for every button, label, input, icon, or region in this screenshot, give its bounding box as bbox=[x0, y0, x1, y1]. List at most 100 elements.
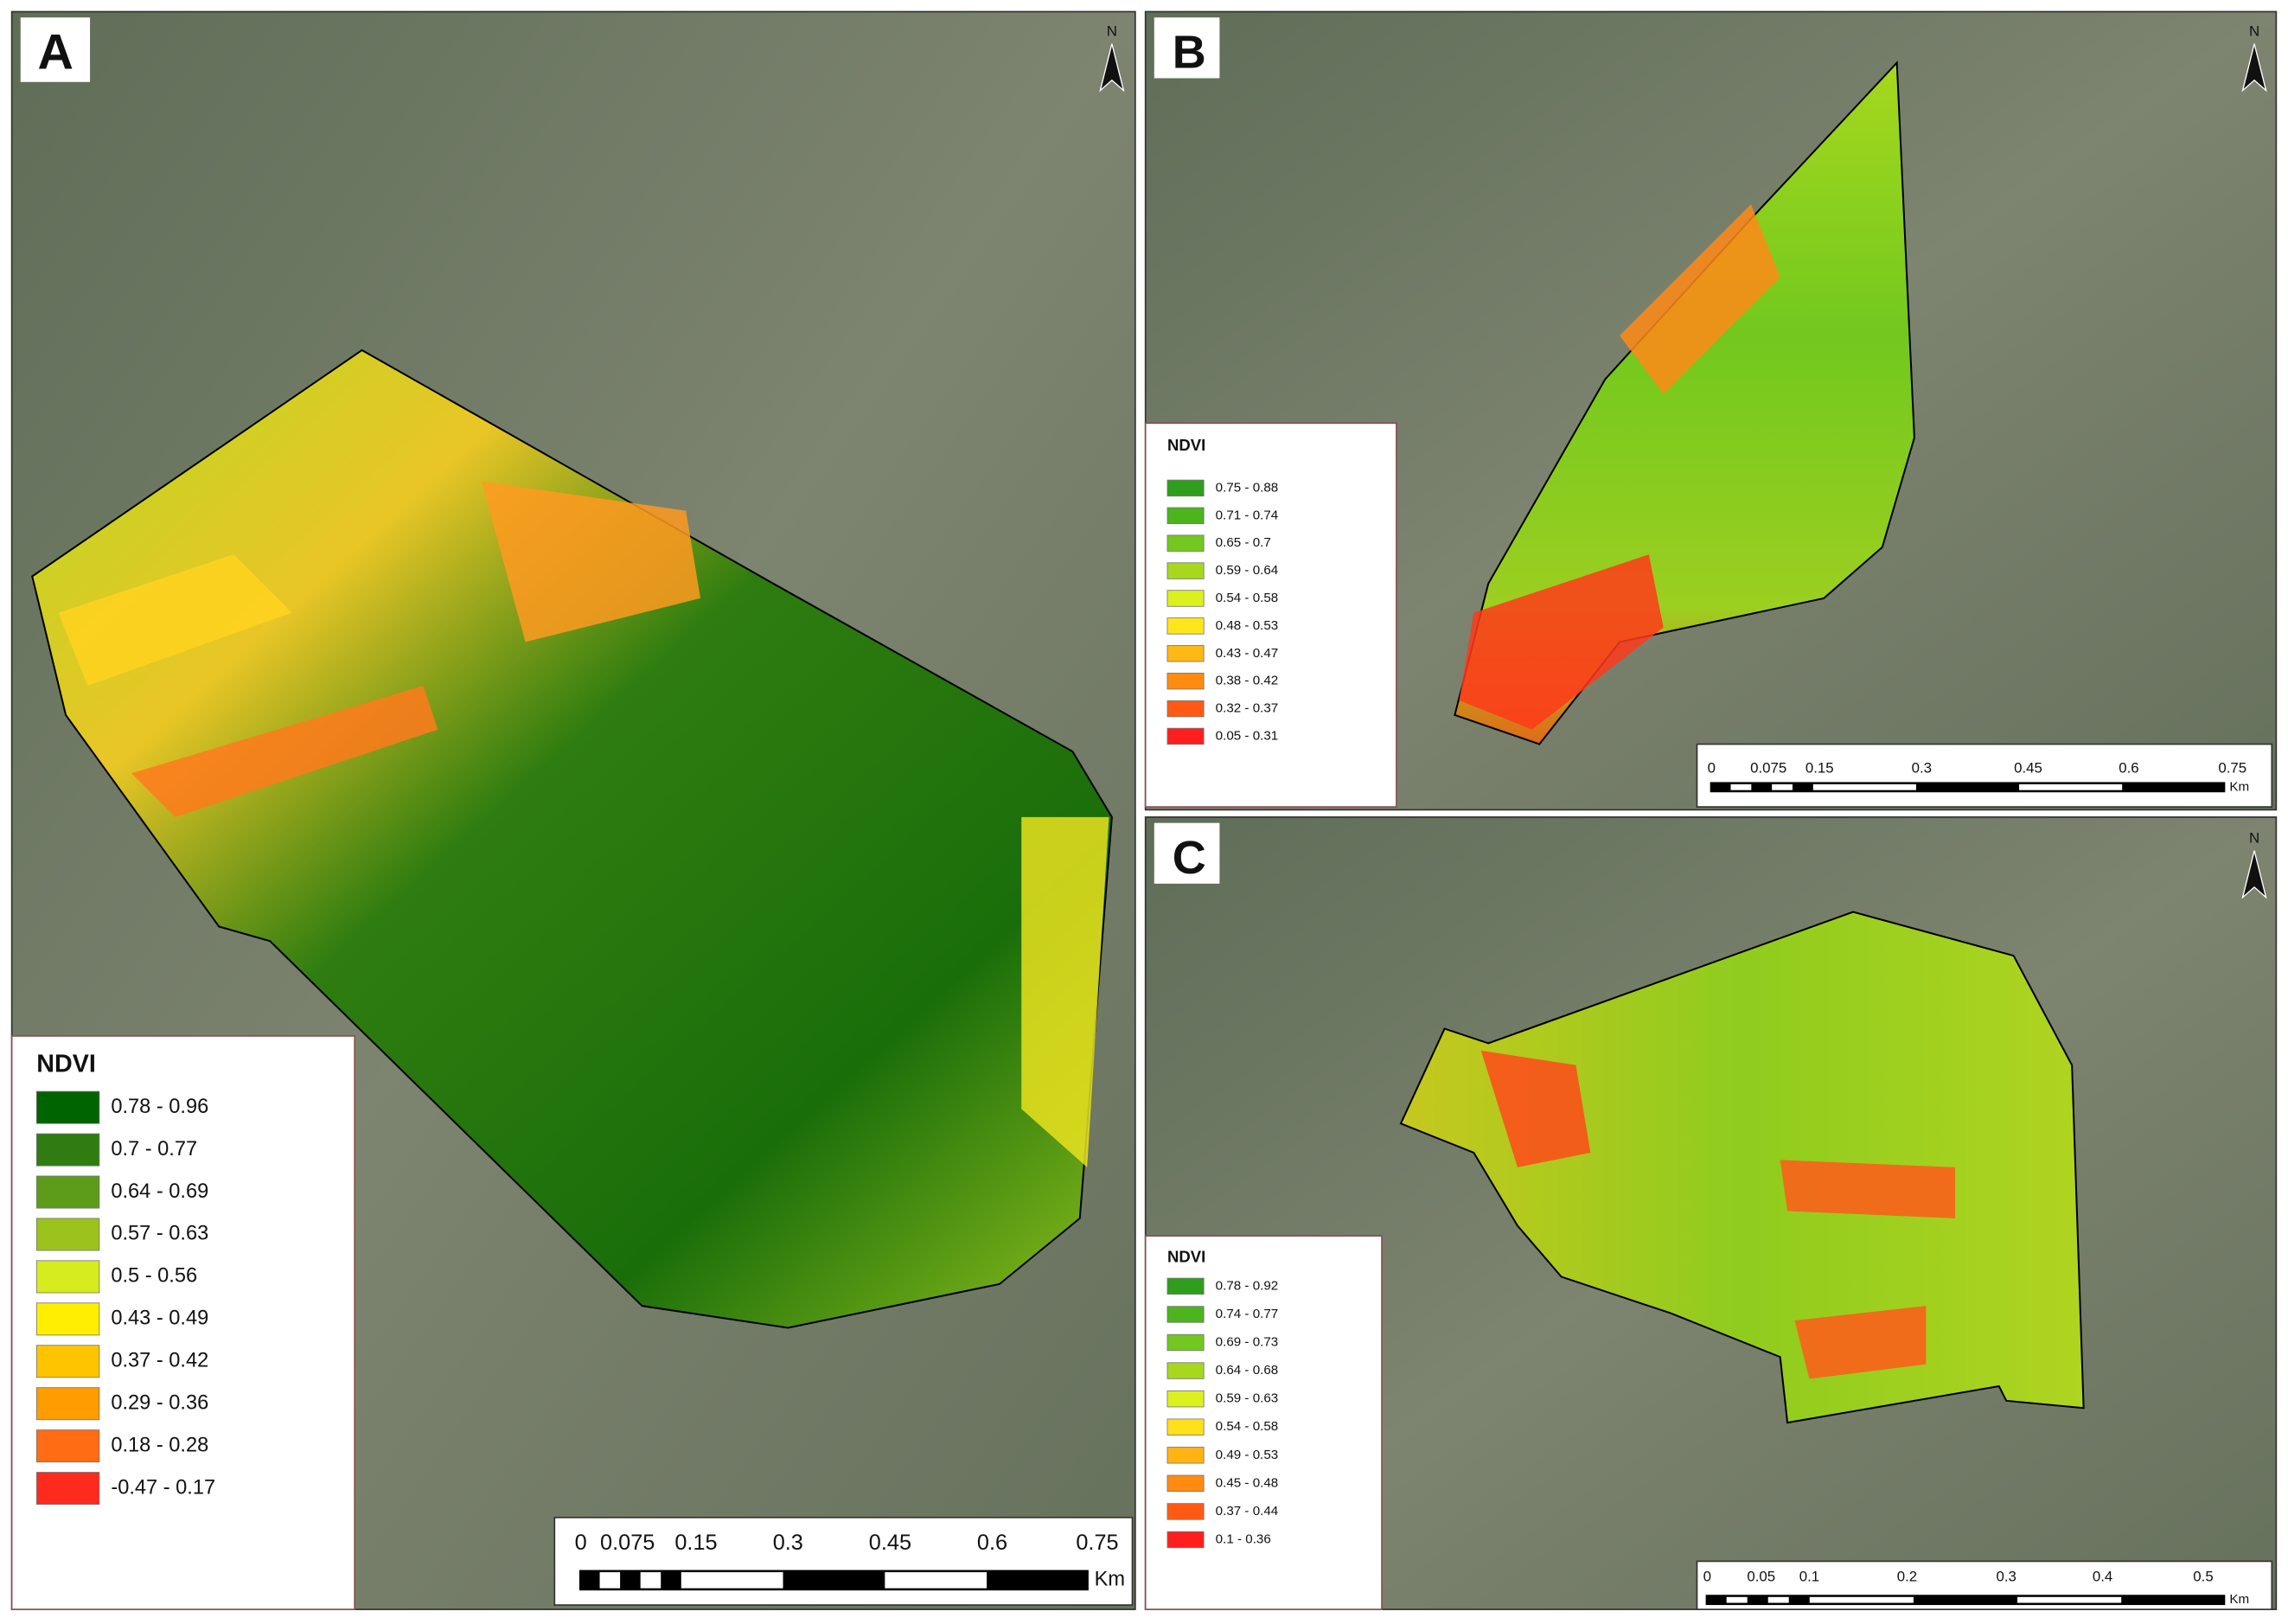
north-label: N bbox=[2249, 830, 2259, 847]
legend-swatch bbox=[1166, 1362, 1205, 1379]
scale-label: 0.3 bbox=[1996, 1568, 2016, 1584]
ndvi-patch bbox=[1780, 1160, 1956, 1218]
legend-swatch bbox=[1166, 617, 1205, 635]
legend-swatch bbox=[1166, 1531, 1205, 1549]
panel-label: A bbox=[38, 24, 73, 80]
legend-label: 0.32 - 0.37 bbox=[1216, 701, 1279, 716]
scale-label: 0.6 bbox=[977, 1531, 1007, 1555]
scale-bar bbox=[1705, 1595, 2226, 1606]
legend-label: 0.64 - 0.69 bbox=[111, 1180, 208, 1203]
scale-label: 0 bbox=[1708, 760, 1716, 777]
north-label: N bbox=[2249, 23, 2259, 40]
scale-label: 0 bbox=[575, 1531, 587, 1555]
legend-swatch bbox=[35, 1345, 100, 1378]
legend-swatch bbox=[1166, 1474, 1205, 1493]
legend-label: 0.78 - 0.92 bbox=[1216, 1278, 1279, 1293]
legend-swatch bbox=[1166, 1503, 1205, 1520]
ndvi-patch bbox=[1459, 554, 1664, 730]
legend-swatch bbox=[1166, 1306, 1205, 1323]
panel-label-box bbox=[20, 17, 91, 82]
ndvi-patch bbox=[1021, 816, 1109, 1167]
scale-label: 0.3 bbox=[773, 1531, 803, 1555]
legend-swatch bbox=[1166, 1447, 1205, 1464]
panels: A N NDVI 0.78 - 0.96 0.7 - 0.77 0.64 - 0.69 0.… bbox=[10, 10, 2278, 1610]
scale-label: 0.4 bbox=[2093, 1568, 2112, 1584]
scale-segment bbox=[1812, 783, 1916, 790]
scale-label: 0 bbox=[1703, 1568, 1711, 1584]
legend-label: 0.43 - 0.49 bbox=[111, 1308, 208, 1330]
legend-label: 0.37 - 0.42 bbox=[111, 1350, 208, 1372]
north-label: N bbox=[1107, 23, 1117, 40]
legend-swatch bbox=[1166, 1390, 1205, 1408]
scale-unit: Km bbox=[2229, 779, 2249, 794]
legend-title: NDVI bbox=[1167, 436, 1205, 454]
scale-label: 0.075 bbox=[1750, 760, 1786, 777]
legend-label: 0.45 - 0.48 bbox=[1216, 1475, 1279, 1490]
scale-label: 0.75 bbox=[1076, 1531, 1118, 1555]
legend-swatch bbox=[1166, 1277, 1205, 1295]
legend-swatch bbox=[1166, 590, 1205, 607]
scale-segment bbox=[599, 1572, 621, 1589]
ndvi-area bbox=[31, 348, 1113, 1329]
map-panel: C N NDVI 0.78 - 0.92 0.74 - 0.77 0.69 - 0.73 0… bbox=[1144, 816, 2278, 1610]
scale-box bbox=[1696, 743, 2273, 808]
legend-swatch bbox=[35, 1260, 100, 1294]
legend-label: 0.54 - 0.58 bbox=[1216, 591, 1279, 605]
legend-swatch bbox=[35, 1302, 100, 1336]
legend-swatch bbox=[1166, 507, 1205, 525]
scale-segment bbox=[885, 1572, 987, 1589]
legend-label: 0.65 - 0.7 bbox=[1216, 535, 1271, 550]
legend-title: NDVI bbox=[36, 1050, 96, 1077]
legend-swatch bbox=[35, 1387, 100, 1421]
north-arrow bbox=[2241, 43, 2267, 93]
legend-swatch bbox=[35, 1133, 100, 1167]
legend-swatch bbox=[1166, 1333, 1205, 1352]
legend-label: 0.7 - 0.77 bbox=[111, 1138, 197, 1160]
scale-segment bbox=[1730, 783, 1752, 790]
legend-label: 0.38 - 0.42 bbox=[1216, 674, 1279, 688]
legend-label: 0.59 - 0.64 bbox=[1216, 563, 1279, 578]
legend-label: 0.71 - 0.74 bbox=[1216, 508, 1279, 522]
legend-swatch bbox=[1166, 700, 1205, 718]
legend-swatch bbox=[35, 1090, 100, 1124]
legend-label: 0.69 - 0.73 bbox=[1216, 1335, 1279, 1350]
legend-label: 0.78 - 0.96 bbox=[111, 1096, 208, 1118]
legend-label: 0.37 - 0.44 bbox=[1216, 1504, 1279, 1519]
scale-label: 0.3 bbox=[1912, 760, 1932, 777]
ndvi-patch bbox=[1620, 204, 1780, 394]
legend-label: 0.74 - 0.77 bbox=[1216, 1307, 1279, 1321]
scale-label: 0.15 bbox=[1805, 760, 1834, 777]
legend-swatch bbox=[35, 1175, 100, 1209]
north-arrow bbox=[2241, 850, 2267, 899]
legend-label: 0.59 - 0.63 bbox=[1216, 1391, 1279, 1406]
scale-label: 0.45 bbox=[2014, 760, 2042, 777]
map-panel: B N NDVI 0.75 - 0.88 0.71 - 0.74 0.65 - 0.7 0.… bbox=[1144, 10, 2278, 811]
scale-label: 0.2 bbox=[1897, 1568, 1917, 1584]
legend-title: NDVI bbox=[1167, 1247, 1205, 1265]
legend-swatch bbox=[35, 1218, 100, 1251]
legend-label: 0.64 - 0.68 bbox=[1216, 1363, 1279, 1378]
ndvi-area bbox=[1399, 911, 2085, 1424]
legend-label: 0.29 - 0.36 bbox=[111, 1391, 208, 1414]
legend-label: 0.48 - 0.53 bbox=[1216, 618, 1279, 633]
panel-label-box bbox=[1154, 17, 1220, 79]
scale-segment bbox=[1772, 783, 1793, 790]
ndvi-patch bbox=[131, 686, 438, 817]
panel-label-box bbox=[1154, 822, 1220, 884]
legend-swatch bbox=[35, 1429, 100, 1463]
scale-segment bbox=[681, 1572, 783, 1589]
legend-swatch bbox=[1166, 645, 1205, 662]
scale-unit: Km bbox=[2229, 1592, 2249, 1607]
legend-label: 0.57 - 0.63 bbox=[111, 1223, 208, 1245]
legend-swatch bbox=[1166, 727, 1205, 745]
legend-swatch bbox=[1166, 672, 1205, 690]
ndvi-patch bbox=[1794, 1306, 1927, 1379]
panel-label: C bbox=[1173, 832, 1206, 884]
scale-segment bbox=[640, 1572, 661, 1589]
scale-segment bbox=[2019, 783, 2123, 790]
legend-label: 0.05 - 0.31 bbox=[1216, 728, 1279, 743]
scale-segment bbox=[2017, 1596, 2122, 1603]
north-arrow bbox=[1099, 43, 1125, 93]
